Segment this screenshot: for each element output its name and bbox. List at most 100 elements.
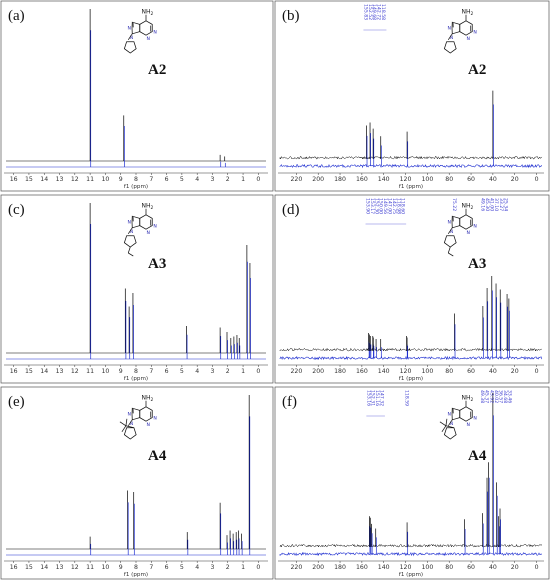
- blue-trace: [279, 355, 543, 361]
- nitrogen-atom-label: N: [130, 421, 133, 427]
- x-tick-label: 200: [312, 564, 324, 571]
- chemical-shift-label: 118.58: [380, 4, 386, 20]
- x-tick-label: 2: [226, 368, 230, 375]
- panel-label: (c): [8, 202, 25, 218]
- x-tick-label: 16: [10, 368, 18, 375]
- x-tick-label: 13: [56, 368, 64, 375]
- nh2-label: NH2: [142, 394, 154, 403]
- x-tick-label: 6: [165, 564, 169, 571]
- x-tick-label: 0: [535, 368, 539, 375]
- x-tick-label: 180: [334, 176, 346, 183]
- cyclopentyl-ring: [443, 427, 457, 440]
- x-tick-label: 5: [180, 564, 184, 571]
- nitrogen-atom-label: N: [128, 412, 131, 418]
- compound-label: A3: [148, 256, 166, 272]
- x-tick-label: 10: [101, 368, 109, 375]
- chemical-shift-label: 49.16: [479, 198, 485, 211]
- compound-label: A2: [468, 62, 486, 78]
- x-tick-label: 6: [165, 176, 169, 183]
- chemical-shift-label: 151.16: [374, 390, 380, 406]
- chemical-shift-label: 118.98: [395, 198, 401, 214]
- chemical-shift-label: 33.27: [498, 198, 504, 211]
- chemical-shift-label: 147.32: [379, 390, 385, 406]
- x-tick-label: 14: [40, 564, 48, 571]
- x-tick-label: 9: [119, 368, 123, 375]
- chemical-shift-label: 155.83: [362, 4, 368, 20]
- cyclopentyl-ring: [123, 427, 137, 440]
- chemical-shift-label: 149.68: [371, 4, 377, 20]
- panel-frame: [274, 194, 550, 384]
- x-tick-label: 220: [290, 368, 302, 375]
- panel-label: (d): [282, 202, 300, 218]
- imidazole-ring: [451, 407, 461, 421]
- x-tick-label: 4: [195, 368, 199, 375]
- chemical-shift-label: 36.57: [498, 390, 504, 403]
- x-tick-label: 13: [56, 176, 64, 183]
- x-tick-label: 12: [71, 368, 79, 375]
- nitrogen-atom-label: N: [147, 422, 150, 428]
- chemical-shift-label: 43.92: [488, 390, 494, 403]
- imidazole-ring: [131, 21, 141, 35]
- x-tick-label: 180: [334, 368, 346, 375]
- x-tick-label: 1: [241, 176, 245, 183]
- x-tick-label: 5: [180, 176, 184, 183]
- black-trace: [279, 155, 542, 160]
- nitrogen-atom-label: N: [450, 229, 453, 235]
- x-tick-label: 80: [445, 368, 453, 375]
- x-tick-label: 140: [378, 176, 390, 183]
- spectrum-panel: 220 200 180 160 140 120 100 80 60 40 20 0f1 (ppm)(b…: [274, 0, 550, 192]
- x-axis-label: f1 (ppm): [124, 376, 148, 382]
- chemical-shift-label: 142.75: [391, 198, 397, 214]
- x-axis-label: f1 (ppm): [399, 376, 423, 382]
- nitrogen-atom-label: N: [128, 26, 131, 32]
- x-tick-label: 200: [312, 176, 324, 183]
- black-trace: [279, 543, 543, 548]
- compound-label: A4: [468, 448, 487, 464]
- nitrogen-atom-label: N: [467, 36, 470, 42]
- x-tick-label: 40: [489, 368, 497, 375]
- x-tick-label: 80: [445, 564, 453, 571]
- x-tick-label: 9: [119, 564, 123, 571]
- x-tick-label: 160: [356, 176, 368, 183]
- panel-label: (e): [8, 394, 25, 410]
- x-tick-label: 20: [511, 176, 519, 183]
- x-tick-label: 80: [445, 176, 453, 183]
- nh2-label: NH2: [462, 394, 474, 403]
- compound-label: A2: [148, 62, 166, 78]
- panel-frame: [274, 386, 550, 580]
- chemical-shift-label: 152.30: [373, 198, 379, 214]
- x-tick-label: 7: [149, 368, 153, 375]
- x-tick-label: 7: [149, 564, 153, 571]
- spectrum-panel: 16 15 14 13 12 11 10 9 8 7 6 5 4 3 2 1 0f1 (ppm)(e) NH2NN…: [0, 386, 274, 580]
- nitrogen-atom-label: N: [130, 35, 133, 41]
- chemical-shift-label: 152.52: [367, 4, 373, 20]
- nh2-subscript: 2: [471, 205, 474, 211]
- x-tick-label: 4: [195, 564, 199, 571]
- nh2-subscript: 2: [151, 205, 154, 211]
- chemical-shift-label: 40.02: [493, 390, 499, 403]
- x-axis-label: f1 (ppm): [124, 572, 148, 578]
- panel-label: (f): [282, 394, 297, 410]
- imidazole-ring: [451, 21, 461, 35]
- x-tick-label: 8: [134, 368, 138, 375]
- cyclopentyl-ring: [123, 235, 137, 248]
- x-tick-label: 11: [86, 368, 94, 375]
- x-tick-label: 10: [101, 564, 109, 571]
- x-tick-label: 4: [195, 176, 199, 183]
- x-tick-label: 60: [467, 176, 475, 183]
- chemical-shift-label: 41.00: [489, 198, 495, 211]
- chemical-shift-label: 147.00: [387, 198, 393, 214]
- x-tick-label: 13: [56, 564, 64, 571]
- x-axis-label: f1 (ppm): [399, 184, 423, 190]
- x-tick-label: 0: [535, 176, 539, 183]
- nh2-label: NH2: [142, 202, 154, 211]
- nitrogen-atom-label: N: [450, 421, 453, 427]
- x-tick-label: 100: [421, 176, 433, 183]
- chemical-shift-label: 118.60: [400, 198, 406, 214]
- cyclopentyl-ring: [443, 235, 457, 248]
- x-tick-label: 14: [40, 368, 48, 375]
